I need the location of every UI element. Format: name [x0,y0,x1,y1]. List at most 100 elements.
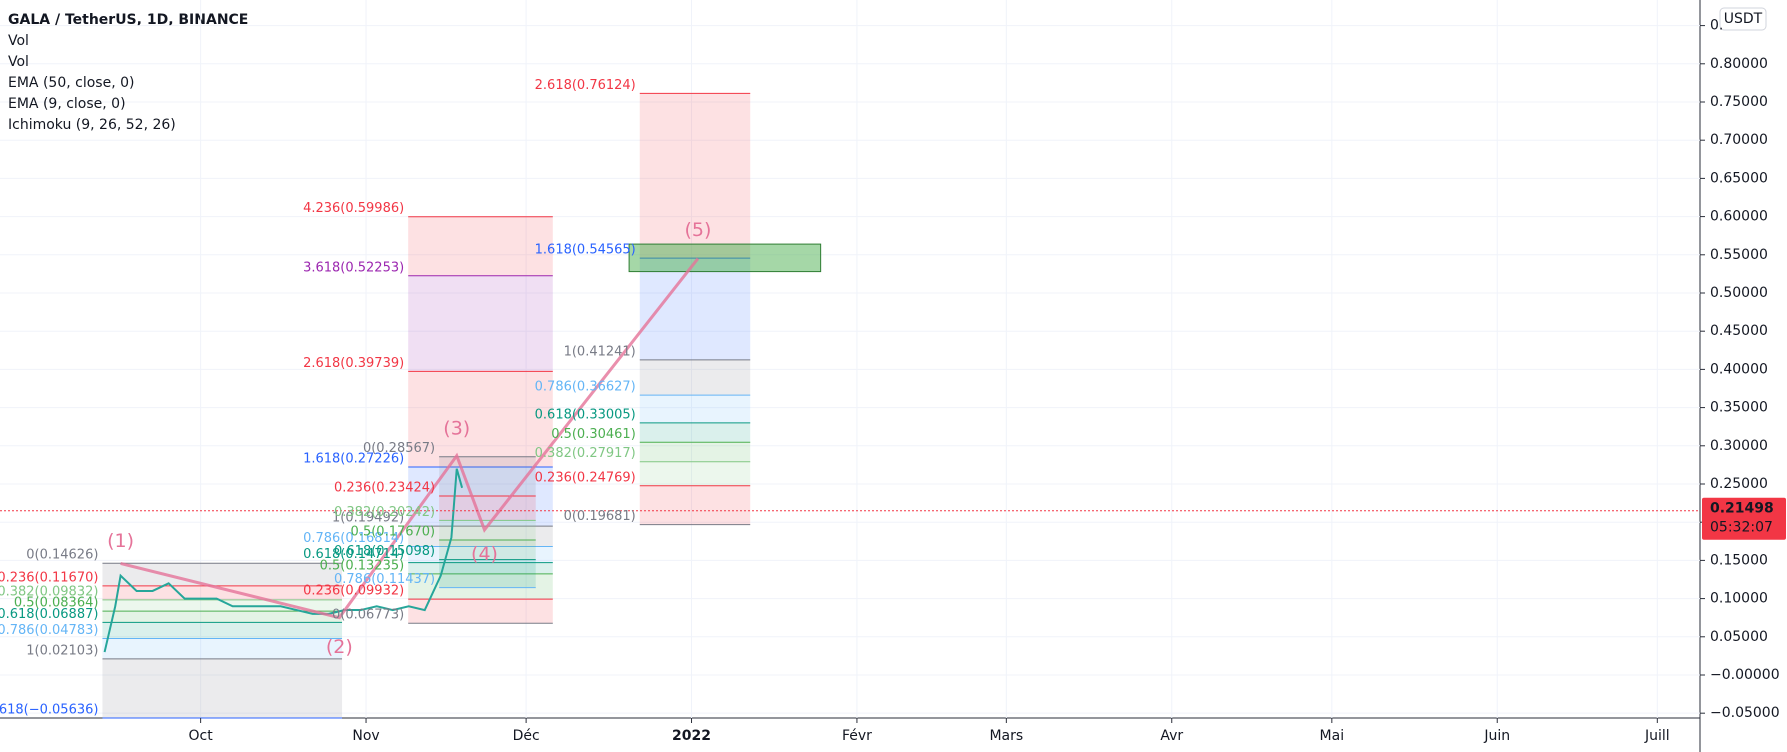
fib-label: 0.382(0.20242) [334,505,435,520]
fib-label: 0.5(0.17670) [351,524,436,539]
fib-band [439,456,536,497]
x-tick-label: Juin [1483,728,1510,744]
x-tick-label: Mars [989,728,1023,744]
fib-band [408,599,553,624]
fib-band [439,539,536,560]
indicator-label: Vol [8,54,29,70]
indicator-label: EMA (9, close, 0) [8,96,126,112]
fib-band [102,563,343,586]
currency[interactable]: USDT [1724,11,1763,27]
elliott-wave [120,257,700,620]
y-tick-label: 0.55000 [1710,247,1768,263]
last-price-tag [1702,497,1786,540]
fib-label: 1.618(−0.05636) [0,703,98,718]
y-tick-label: 0.50000 [1710,285,1768,301]
fib-band [102,638,343,659]
fib-label: 0.618(0.15098) [334,544,435,559]
fib-band [639,395,751,423]
y-tick-label: 0.30000 [1710,438,1768,454]
fib-label: 0.618(0.06887) [0,607,98,622]
y-tick-label: −0.00000 [1710,667,1780,683]
fib-band [439,520,536,540]
fib-band [102,622,343,639]
y-tick-label: 0.65000 [1710,170,1768,186]
x-tick-label: Mai [1320,728,1345,744]
y-tick-label: 0.60000 [1710,209,1768,225]
fib-label: 0.786(0.16814) [303,531,404,546]
fib-label: 0.5(0.08364) [14,596,99,611]
fib-label: 1(0.41241) [564,344,636,359]
fib-band [102,611,343,623]
fib-band [639,442,751,462]
countdown-label: 05:32:07 [1710,520,1773,536]
fib-label: 0(0.19681) [564,509,636,524]
fib-band [439,559,536,588]
fib-band [408,526,553,547]
fib-label: 0.236(0.23424) [334,481,435,496]
fib-band [102,599,343,612]
wave-label: (2) [326,636,353,658]
indicator-label: Vol [8,33,29,49]
target-zone [628,243,822,273]
symbol-title: GALA / TetherUS, 1D, BINANCE [8,12,248,28]
y-tick-label: 0.15000 [1710,552,1768,568]
x-tick-label: 2022 [672,728,711,744]
fib-band [408,562,553,574]
fib-label: 1(0.02103) [26,643,98,658]
fib-band [639,258,751,360]
fib-label: 0(0.06773) [332,608,404,623]
fib-band [639,422,751,443]
fib-band [102,658,343,719]
fib-band [102,585,343,600]
fib-label: 0.236(0.11670) [0,570,98,585]
y-tick-label: 0.10000 [1710,591,1768,607]
fib-label: 0.786(0.04783) [0,623,98,638]
fib-label: 0.5(0.13235) [320,558,405,573]
currency-button[interactable] [1719,7,1767,31]
fib-label: 0.5(0.30461) [551,427,636,442]
y-tick-label: 0.25000 [1710,476,1768,492]
fib-band [639,93,751,259]
x-tick-label: Avr [1160,728,1183,744]
fib-label: 1.618(0.54565) [535,243,636,258]
fib-label: 0.786(0.11437) [334,572,435,587]
fib-label: 0.618(0.33005) [535,407,636,422]
y-tick-label: 0.40000 [1710,361,1768,377]
wave-label: (3) [443,417,470,439]
fib-band [408,546,553,563]
last-price-label: 0.21498 [1710,501,1774,517]
x-tick-label: Juill [1644,728,1670,744]
y-tick-label: −0.05000 [1710,705,1780,721]
fib-label: 0.236(0.24769) [535,470,636,485]
fib-label: 1.618(0.27226) [303,451,404,466]
fib-band [408,275,553,372]
y-tick-label: 0.70000 [1710,132,1768,148]
y-tick-label: 0. [1710,18,1723,34]
y-tick-label: 0.45000 [1710,323,1768,339]
x-tick-label: Oct [189,728,214,744]
fib-label: 0.382(0.09832) [0,584,98,599]
y-tick-label: 0.35000 [1710,400,1768,416]
fib-label: 0.618(0.14714) [303,547,404,562]
fib-label: 0(0.28567) [363,441,435,456]
fib-label: 0.236(0.09932) [303,584,404,599]
fib-label: 0(0.14626) [26,548,98,563]
fib-band [639,359,751,396]
fib-label: 0.382(0.27917) [535,446,636,461]
indicator-label: Ichimoku (9, 26, 52, 26) [8,117,176,133]
y-tick-label: 0.80000 [1710,56,1768,72]
fib-band [408,216,553,276]
fib-label: 3.618(0.52253) [303,260,404,275]
fib-label: 2.618(0.76124) [535,78,636,93]
wave-label: (4) [471,543,498,565]
y-tick-label: 0.75000 [1710,94,1768,110]
plot-area [0,0,1700,719]
fib-label: 4.236(0.59986) [303,201,404,216]
indicator-label: EMA (50, close, 0) [8,75,134,91]
wave-label: (5) [684,219,711,241]
x-tick-label: Déc [513,728,540,744]
fib-band [639,485,751,525]
x-tick-label: Nov [352,728,379,744]
